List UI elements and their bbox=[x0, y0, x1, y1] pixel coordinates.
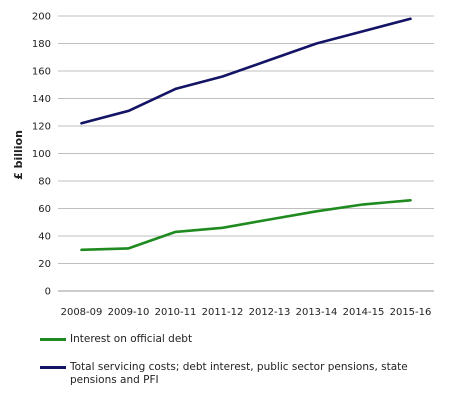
y-tick-label: 20 bbox=[38, 259, 51, 270]
y-tick-label: 60 bbox=[38, 204, 51, 215]
x-tick-label: 2009-10 bbox=[108, 307, 150, 318]
series-lines bbox=[80, 17, 412, 252]
line-chart: 0 20 40 60 80 100 120 140 160 180 200 2008-09 2009-… bbox=[12, 12, 434, 318]
x-tick-label: 2013-14 bbox=[296, 307, 338, 318]
legend-item-total: Total servicing costs; debt interest, pu… bbox=[40, 361, 440, 387]
legend-swatch-interest bbox=[40, 338, 66, 341]
x-tick-label: 2011-12 bbox=[202, 307, 244, 318]
gridlines bbox=[58, 15, 434, 292]
x-tick-label: 2008-09 bbox=[61, 307, 103, 318]
x-axis-tick-labels: 2008-09 2009-10 2010-11 2011-12 2012-13 2013-… bbox=[61, 307, 432, 318]
x-tick-label: 2010-11 bbox=[155, 307, 197, 318]
y-axis-tick-labels: 0 20 40 60 80 100 120 140 160 180 200 bbox=[32, 12, 51, 298]
y-tick-label: 40 bbox=[38, 232, 51, 243]
legend-label-interest: Interest on official debt bbox=[70, 333, 193, 345]
x-tick-label: 2012-13 bbox=[249, 307, 291, 318]
y-tick-label: 0 bbox=[45, 287, 51, 298]
y-tick-label: 160 bbox=[32, 67, 51, 78]
x-tick-label: 2014-15 bbox=[343, 307, 385, 318]
x-tick-label: 2015-16 bbox=[390, 307, 432, 318]
y-axis-label: £ billion bbox=[12, 130, 25, 180]
y-tick-label: 200 bbox=[32, 12, 51, 23]
series-line-interest bbox=[80, 199, 412, 252]
y-tick-label: 180 bbox=[32, 39, 51, 50]
legend-label-total: Total servicing costs; debt interest, pu… bbox=[70, 361, 408, 386]
legend-swatch-total bbox=[40, 366, 66, 369]
y-tick-label: 100 bbox=[32, 149, 51, 160]
y-tick-label: 140 bbox=[32, 94, 51, 105]
y-tick-label: 120 bbox=[32, 122, 51, 133]
series-line-total bbox=[80, 17, 412, 125]
legend-item-interest: Interest on official debt bbox=[40, 333, 440, 346]
y-tick-label: 80 bbox=[38, 177, 51, 188]
